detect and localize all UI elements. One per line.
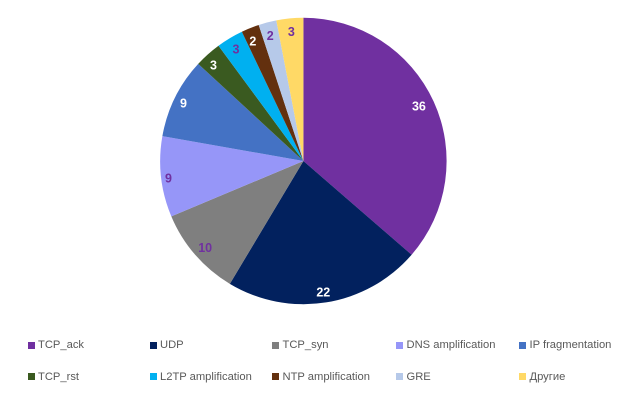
svg-text:36: 36 bbox=[412, 99, 426, 113]
svg-text:2: 2 bbox=[249, 34, 256, 48]
svg-text:3: 3 bbox=[288, 25, 295, 39]
svg-text:9: 9 bbox=[165, 172, 172, 186]
svg-text:3: 3 bbox=[210, 58, 217, 72]
svg-text:22: 22 bbox=[316, 286, 330, 300]
svg-text:9: 9 bbox=[180, 97, 187, 111]
svg-text:10: 10 bbox=[198, 241, 212, 255]
svg-text:3: 3 bbox=[233, 43, 240, 57]
svg-text:2: 2 bbox=[267, 29, 274, 43]
